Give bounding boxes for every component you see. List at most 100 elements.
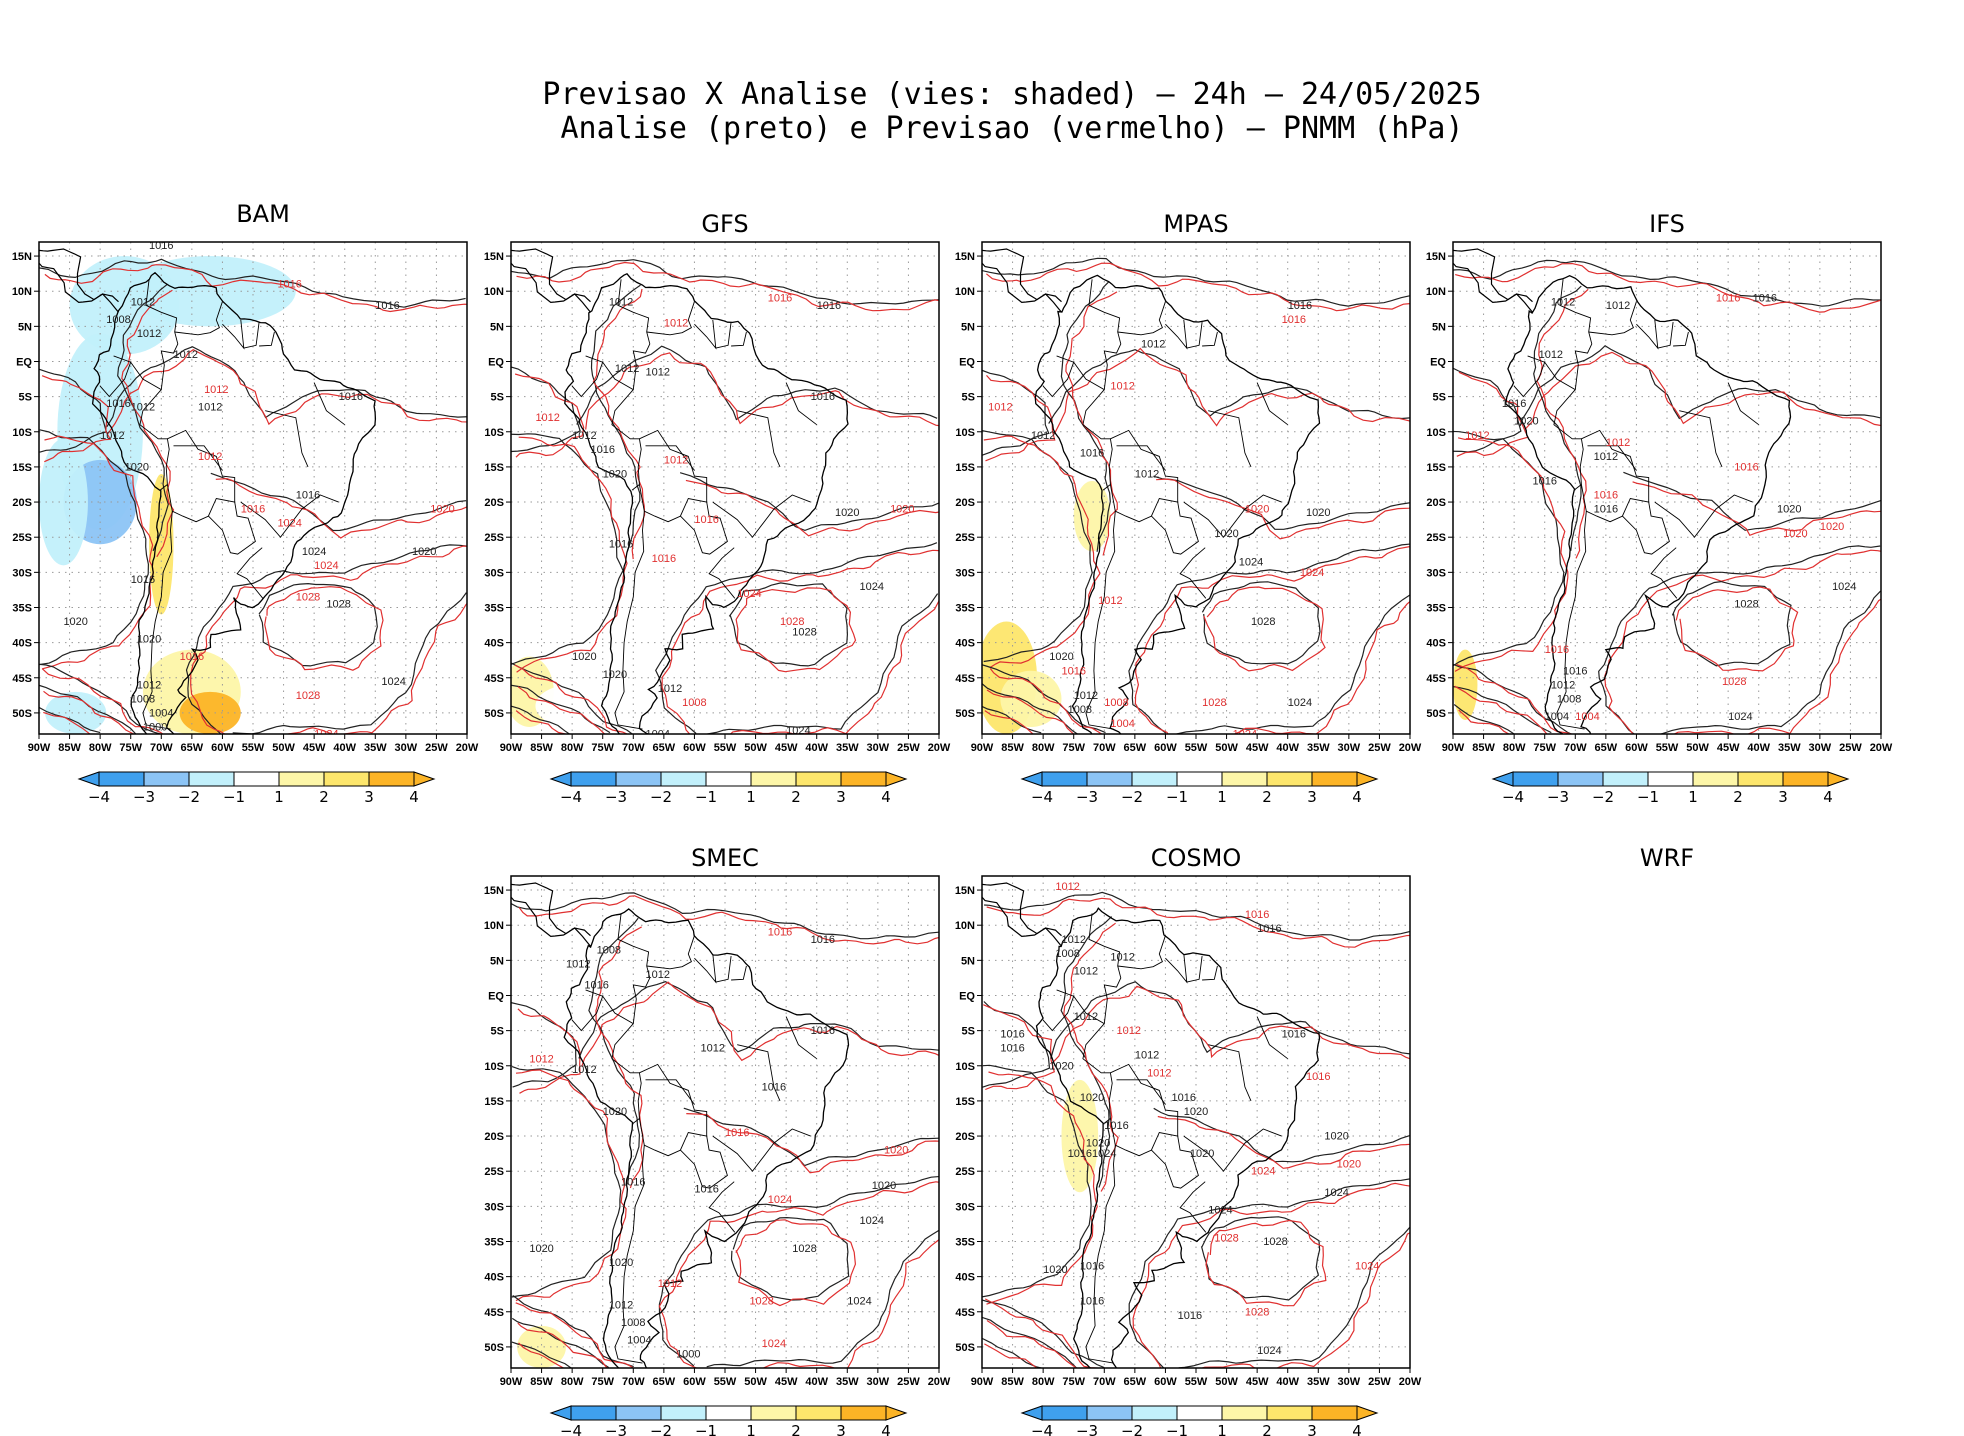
contour-label-forecast: 1024 (1300, 567, 1324, 579)
contour-label-analysis: 1024 (786, 725, 810, 737)
lat-tick-label: 35S (12, 602, 32, 614)
contour-label-analysis: 1024 (302, 546, 326, 558)
colorbar-label: −4 (1502, 788, 1524, 806)
country-border (1151, 502, 1199, 555)
contour-label-analysis: 1012 (646, 969, 670, 981)
isobar-forecast (517, 686, 606, 734)
lat-tick-label: 15S (955, 462, 975, 474)
isobar-forecast (1156, 478, 1410, 540)
country-border (1117, 935, 1166, 970)
isobar-analysis (258, 582, 378, 667)
colorbar-box (98, 771, 145, 787)
isobar-analysis (1453, 663, 1573, 734)
colorbar-box (143, 771, 190, 787)
colorbar-label: 2 (1262, 1422, 1272, 1436)
isobar-analysis (511, 366, 581, 453)
bias-patch (124, 256, 296, 327)
contour-label-analysis: 1016 (1178, 1310, 1202, 1322)
country-border (1116, 1079, 1166, 1105)
country-border (1556, 511, 1587, 730)
colorbar-label: 2 (319, 788, 329, 806)
colorbar-box (840, 1405, 887, 1421)
contour-label-analysis: 1020 (1043, 1264, 1067, 1276)
colorbar-right-arrow (1356, 771, 1379, 787)
country-border (1042, 362, 1075, 398)
contour-label-forecast: 1024 (314, 729, 338, 741)
lon-tick-label: 85W (58, 742, 81, 754)
colorbar-box (1131, 1405, 1178, 1421)
contour-label-analysis: 1024 (1092, 1148, 1116, 1160)
contour-label-analysis: 1016 (1080, 1296, 1104, 1308)
contour-label-analysis: 1020 (1080, 1092, 1104, 1104)
colorbar-box (1041, 771, 1088, 787)
country-border (715, 322, 732, 349)
colorbar-box (1221, 1405, 1268, 1421)
central-america-coastline (1453, 262, 1533, 313)
contour-label-forecast: 1024 (762, 1338, 786, 1350)
lat-tick-label: 40S (484, 1272, 504, 1284)
lat-tick-label: 40S (484, 638, 504, 650)
isobar-analysis (728, 582, 849, 667)
contour-label-forecast: 1012 (1465, 430, 1489, 442)
contour-label-analysis: 1028 (792, 1243, 816, 1255)
isobar-forecast (1052, 985, 1410, 1063)
contour-label-forecast: 1028 (749, 1296, 773, 1308)
colorbar-label: −2 (1121, 788, 1143, 806)
bias-patch (1073, 480, 1111, 552)
contour-label-analysis: 1016 (811, 391, 835, 403)
country-border (1527, 279, 1593, 391)
panel-title-mpas: MPAS (1163, 210, 1228, 238)
lat-tick-label: 50S (955, 708, 975, 720)
contour-label-analysis: 1020 (412, 546, 436, 558)
country-border (99, 362, 132, 398)
colorbar-box (570, 771, 617, 787)
lat-tick-label: 20S (1426, 497, 1446, 509)
lon-tick-label: 80W (1032, 1376, 1055, 1388)
lat-tick-label: 5S (962, 1026, 975, 1038)
lon-tick-label: 45W (1246, 742, 1269, 754)
bias-patch (1196, 925, 1355, 1010)
contour-label-forecast: 1012 (198, 451, 222, 463)
lat-tick-label: 5S (491, 1026, 504, 1038)
lat-tick-label: EQ (488, 990, 504, 1002)
country-border (785, 1016, 817, 1060)
figure-title-line-1: Previsao X Analise (vies: shaded) — 24h … (542, 77, 1481, 112)
contour-label-analysis: 1016 (1594, 504, 1618, 516)
country-border (1056, 279, 1122, 391)
colorbar-label: −3 (1076, 788, 1098, 806)
lon-tick-label: 40W (333, 742, 356, 754)
lat-tick-label: 15N (484, 251, 504, 263)
isobar-forecast (592, 288, 646, 560)
lat-tick-label: 45S (955, 1307, 975, 1319)
lon-tick-label: 45W (1717, 742, 1740, 754)
lat-tick-label: 15S (955, 1096, 975, 1108)
lon-tick-label: 60W (1625, 742, 1648, 754)
contour-label-forecast: 1024 (314, 560, 338, 572)
lat-tick-label: 30S (955, 567, 975, 579)
country-border (1179, 547, 1207, 599)
bias-patch (179, 691, 241, 734)
isobar-analysis (1533, 285, 1582, 551)
bias-patch (1453, 649, 1478, 720)
contour-label-analysis: 1016 (811, 1025, 835, 1037)
country-border (1151, 1136, 1199, 1189)
lat-tick-label: 10N (484, 286, 504, 298)
contour-label-analysis: 1016 (817, 300, 841, 312)
country-border (680, 1136, 728, 1189)
contour-label-analysis: 1024 (860, 1215, 884, 1227)
lon-tick-label: 50W (1215, 742, 1238, 754)
lat-tick-label: 45S (484, 673, 504, 685)
country-border (712, 1128, 811, 1172)
colorbar-label: 3 (836, 788, 846, 806)
contour-label-analysis: 1012 (1110, 951, 1134, 963)
contour-label-forecast: 1016 (1545, 644, 1569, 656)
south-america-coastline (1034, 274, 1321, 734)
isobar-analysis (706, 593, 939, 734)
lon-tick-label: 45W (303, 742, 326, 754)
panel-title-cosmo: COSMO (1151, 844, 1241, 872)
contour-label-analysis: 1016 (694, 1183, 718, 1195)
contour-label-forecast: 1012 (658, 1278, 682, 1290)
contour-label-forecast: 1024 (1233, 729, 1257, 741)
isobar-forecast (984, 710, 1034, 734)
contour-label-forecast: 1012 (988, 402, 1012, 414)
